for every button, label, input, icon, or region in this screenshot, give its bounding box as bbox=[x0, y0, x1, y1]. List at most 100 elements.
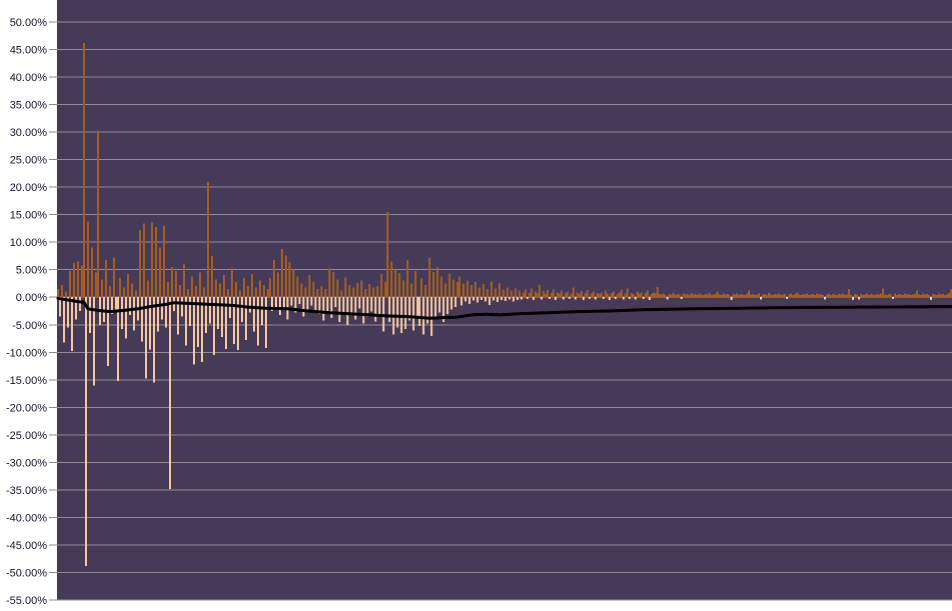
bar-positive bbox=[444, 283, 447, 298]
bar-positive bbox=[420, 277, 423, 298]
bar-positive bbox=[744, 295, 747, 298]
bar-positive bbox=[146, 280, 149, 298]
bar-negative bbox=[350, 297, 353, 315]
bar-positive bbox=[746, 293, 749, 298]
bar-positive bbox=[784, 293, 787, 298]
bar-negative bbox=[412, 297, 415, 331]
bar-positive bbox=[750, 294, 753, 298]
bar-negative bbox=[354, 297, 357, 320]
bar-positive bbox=[82, 42, 85, 298]
bar-negative bbox=[66, 297, 69, 328]
bar-positive bbox=[86, 221, 89, 298]
bar-positive bbox=[386, 211, 389, 298]
bar-positive bbox=[90, 247, 93, 298]
bar-positive bbox=[670, 294, 673, 298]
bar-positive bbox=[544, 293, 547, 298]
bar-positive bbox=[828, 293, 831, 298]
bar-negative bbox=[358, 297, 361, 309]
bar-negative bbox=[196, 297, 199, 347]
y-tick-label: 25.00% bbox=[10, 155, 48, 167]
bar-positive bbox=[630, 292, 633, 298]
bar-positive bbox=[664, 295, 667, 298]
bar-negative bbox=[472, 297, 475, 301]
bar-positive bbox=[320, 286, 323, 298]
bar-positive bbox=[222, 275, 225, 298]
bar-positive bbox=[764, 293, 767, 298]
bar-positive bbox=[644, 292, 647, 298]
bar-positive bbox=[948, 292, 950, 298]
bar-negative bbox=[212, 297, 215, 356]
bar-negative bbox=[786, 297, 789, 299]
bar-negative bbox=[548, 297, 551, 299]
bar-positive bbox=[904, 293, 907, 298]
bar-positive bbox=[470, 285, 473, 298]
bar-positive bbox=[616, 293, 619, 298]
bar-positive bbox=[832, 293, 835, 298]
bar-positive bbox=[182, 264, 185, 298]
bar-positive bbox=[774, 293, 777, 298]
bar-positive bbox=[566, 291, 569, 298]
bar-negative bbox=[140, 297, 143, 342]
bar-negative bbox=[426, 297, 429, 324]
bar-positive bbox=[272, 259, 275, 298]
bar-positive bbox=[694, 293, 697, 298]
bar-negative bbox=[760, 297, 763, 300]
bar-positive bbox=[754, 295, 757, 298]
bar-negative bbox=[314, 297, 317, 311]
bar-negative bbox=[526, 297, 529, 299]
bar-positive bbox=[284, 255, 287, 298]
bar-negative bbox=[430, 297, 433, 336]
bar-positive bbox=[710, 295, 713, 298]
bar-positive bbox=[924, 294, 927, 298]
bar-negative bbox=[330, 297, 333, 319]
bar-positive bbox=[80, 265, 83, 298]
bar-negative bbox=[500, 297, 503, 300]
bar-positive bbox=[702, 295, 705, 298]
bar-negative bbox=[858, 297, 861, 300]
bar-positive bbox=[596, 292, 599, 298]
bar-positive bbox=[868, 295, 871, 298]
y-tick-label: -25.00% bbox=[6, 430, 47, 442]
bar-negative bbox=[310, 297, 313, 306]
bar-positive bbox=[61, 285, 63, 298]
bar-positive bbox=[672, 292, 675, 298]
y-tick-label: -35.00% bbox=[6, 485, 47, 497]
bar-positive bbox=[300, 283, 303, 298]
y-tick-label: 20.00% bbox=[10, 182, 48, 194]
bar-negative bbox=[156, 297, 159, 332]
bar-positive bbox=[202, 287, 205, 298]
bar-positive bbox=[380, 274, 383, 298]
bar-positive bbox=[372, 287, 375, 298]
bar-negative bbox=[306, 297, 309, 310]
bar-negative bbox=[362, 297, 365, 324]
bar-positive bbox=[700, 294, 703, 298]
bar-positive bbox=[668, 293, 671, 298]
y-tick-label: -45.00% bbox=[6, 540, 47, 552]
bar-positive bbox=[316, 288, 319, 298]
bar-positive bbox=[626, 288, 629, 298]
bar-positive bbox=[788, 294, 791, 298]
bar-positive bbox=[238, 290, 241, 298]
bar-positive bbox=[826, 294, 829, 298]
bar-positive bbox=[918, 294, 921, 298]
bar-negative bbox=[106, 297, 109, 367]
bar-positive bbox=[676, 293, 679, 298]
bar-positive bbox=[620, 289, 623, 298]
bar-negative bbox=[224, 297, 227, 349]
bar-positive bbox=[938, 293, 941, 298]
bar-positive bbox=[410, 283, 413, 298]
bar-negative bbox=[62, 297, 65, 343]
bar-positive bbox=[800, 295, 803, 298]
bar-positive bbox=[856, 294, 859, 298]
bar-positive bbox=[340, 290, 343, 298]
bar-positive bbox=[458, 276, 461, 298]
bar-positive bbox=[424, 285, 427, 298]
bar-positive bbox=[808, 295, 811, 298]
bar-positive bbox=[916, 290, 919, 298]
bar-positive bbox=[414, 270, 417, 298]
bar-positive bbox=[552, 288, 555, 298]
bar-positive bbox=[118, 277, 121, 298]
bar-positive bbox=[490, 281, 493, 298]
bar-positive bbox=[906, 294, 909, 298]
